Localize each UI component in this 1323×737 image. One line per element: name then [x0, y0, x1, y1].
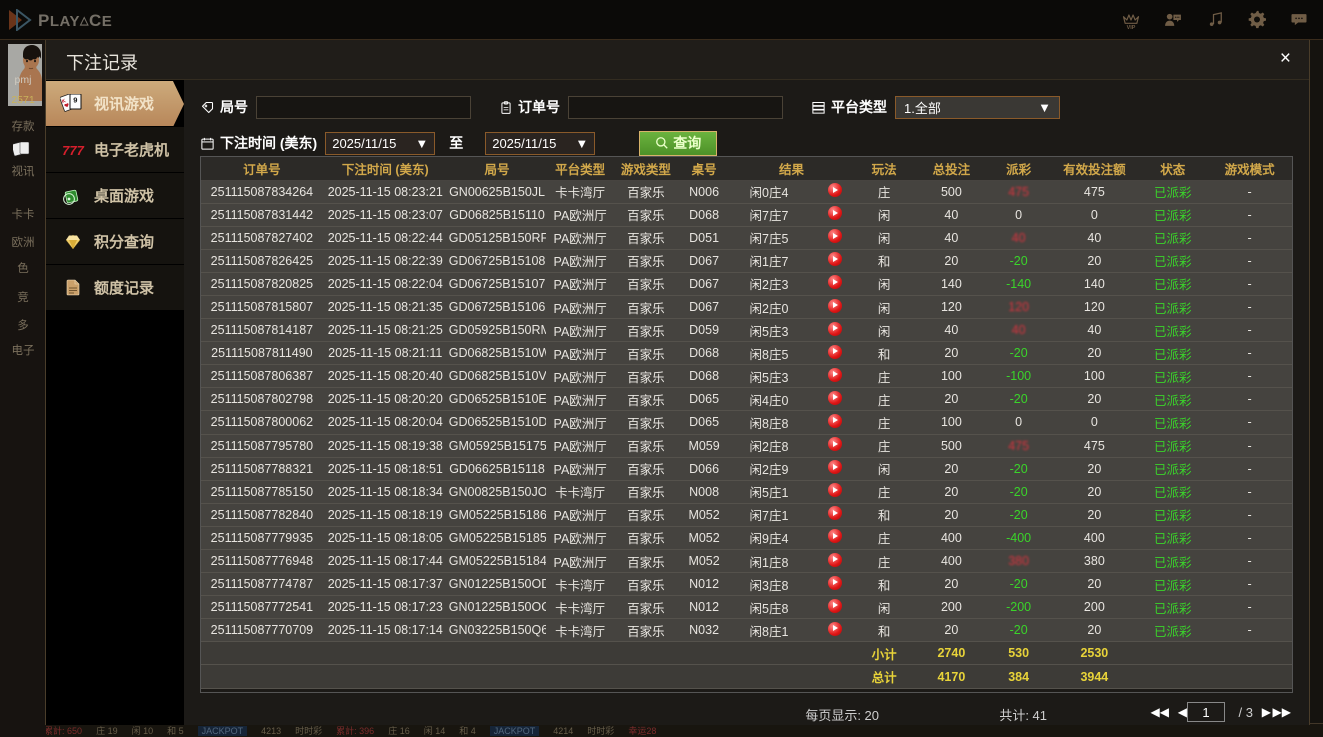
svg-text:777: 777 — [62, 143, 84, 158]
svg-text:9: 9 — [73, 95, 77, 104]
svg-text:VIP: VIP — [1127, 25, 1136, 30]
